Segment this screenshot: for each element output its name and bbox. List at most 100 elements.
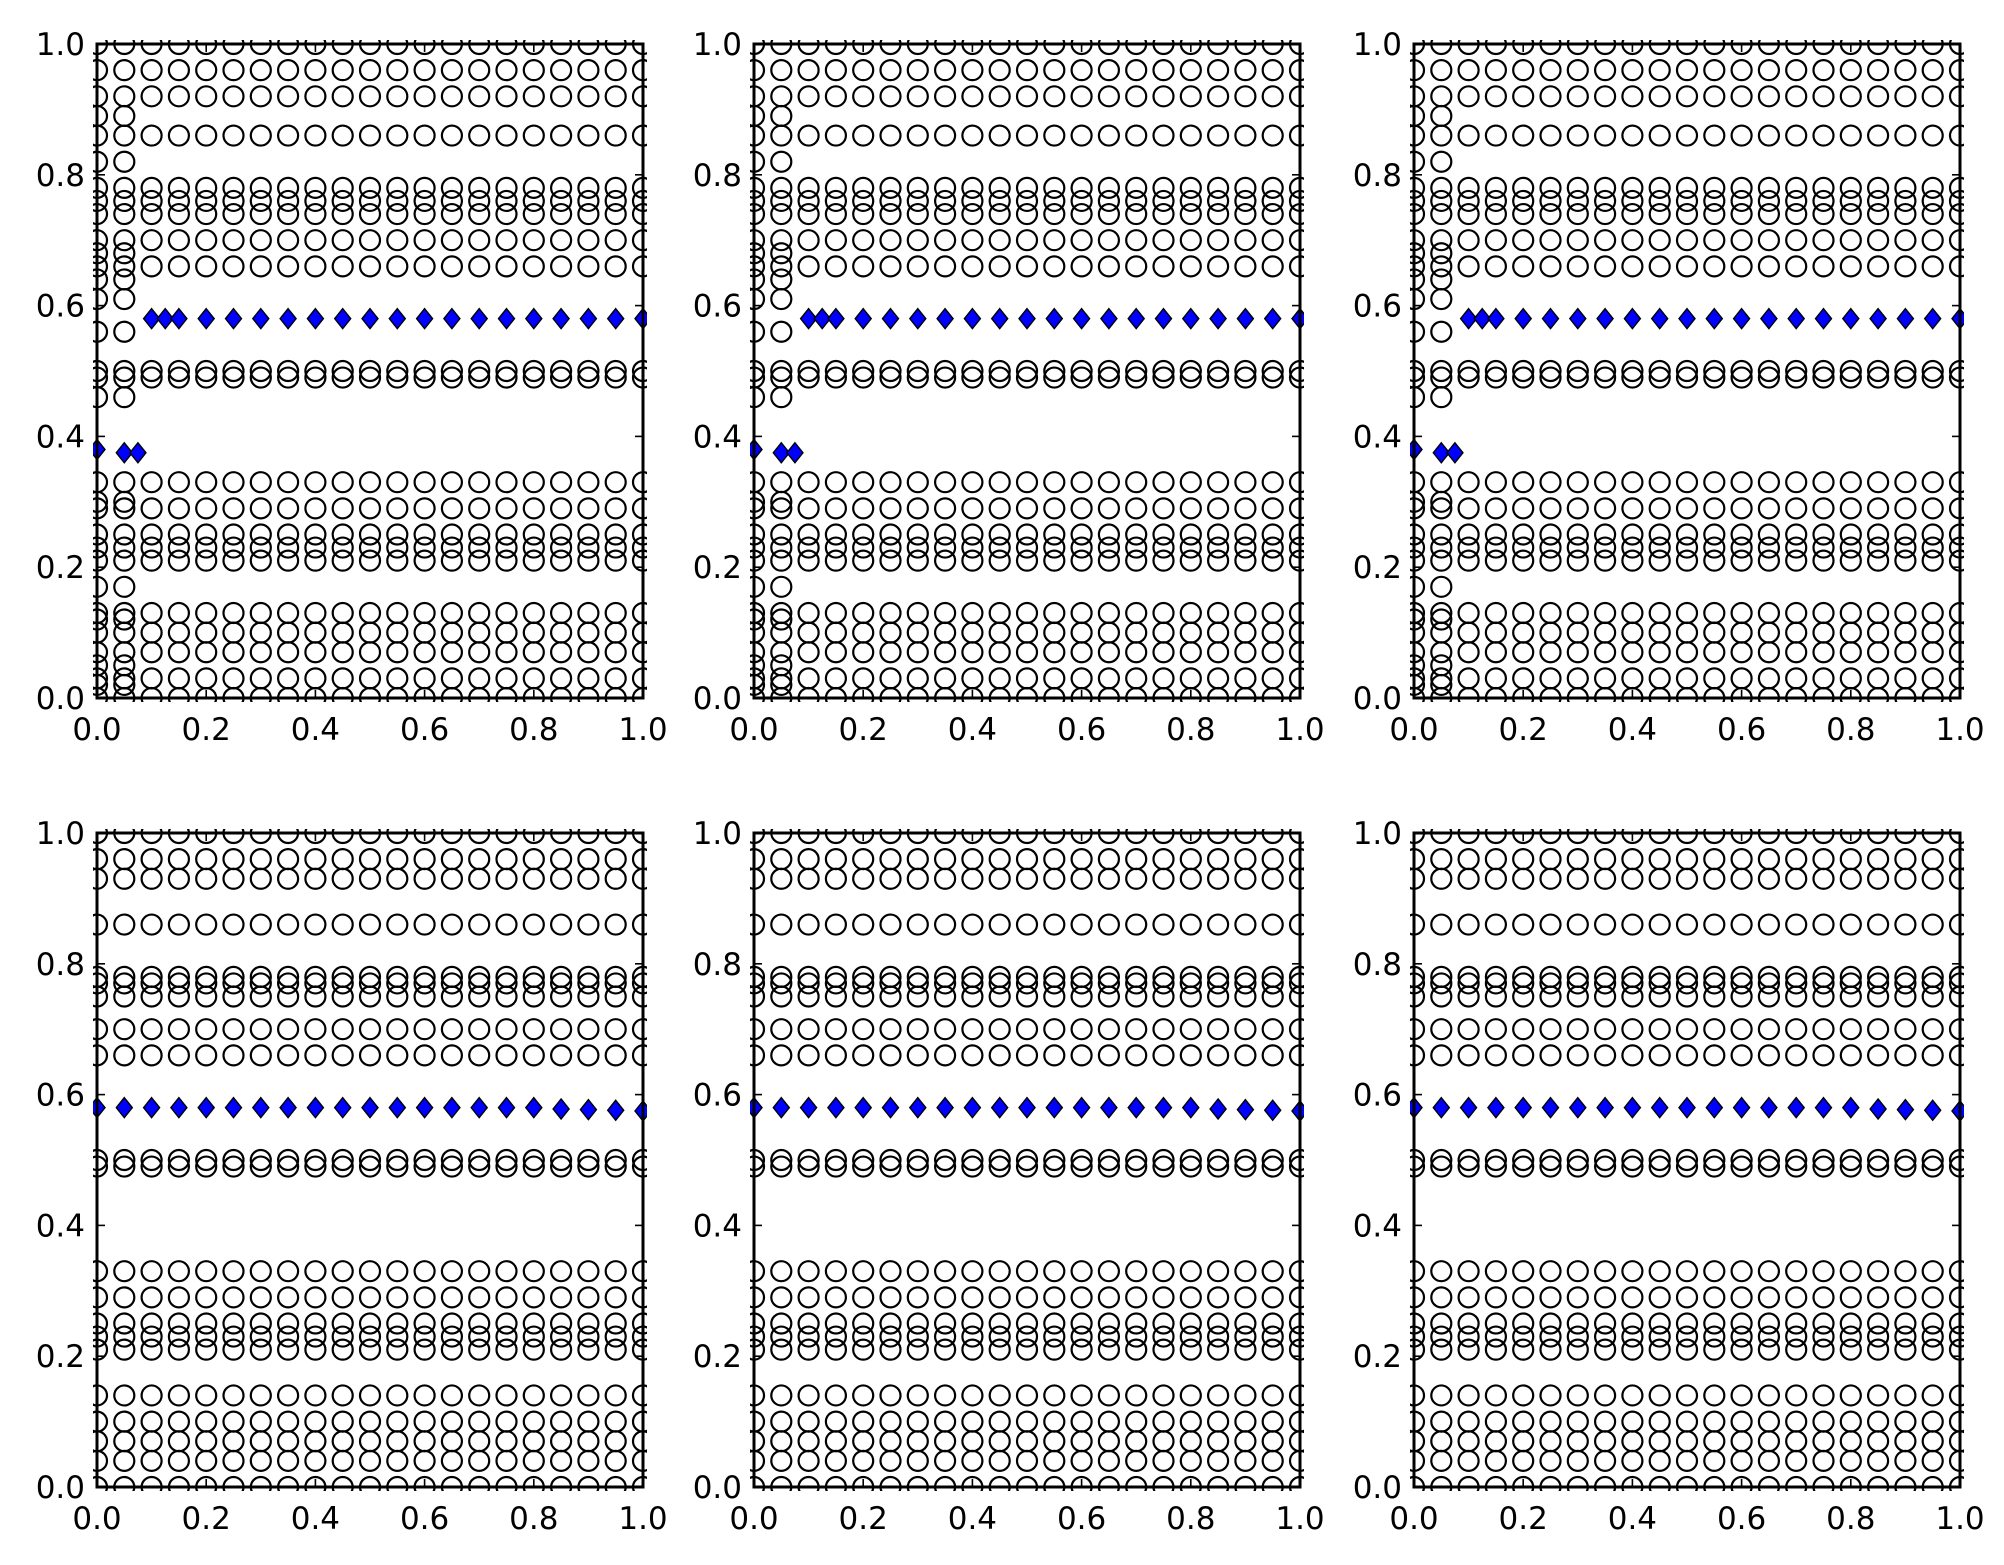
circle-point [852,366,875,389]
circle-point [1675,972,1699,995]
axes-frame [752,42,1302,700]
circle-point [824,359,848,383]
circle-point [1621,85,1644,108]
circle-point [1730,1430,1753,1453]
circle-point [879,549,902,572]
circle-point [495,255,518,278]
circle-point [1484,124,1508,147]
circle-point [1866,1260,1890,1283]
circle-point [1785,621,1808,644]
circle-point [1621,965,1644,988]
circle-point [1785,601,1808,625]
circle-point [1261,965,1284,988]
circle-point [1621,1430,1644,1453]
diamond-point [881,307,900,330]
circle-point [1261,59,1284,82]
circle-point [522,848,545,871]
circle-point [1015,641,1039,664]
circle-point [1785,189,1808,213]
circle-point [1539,641,1562,664]
circle-point [906,366,929,389]
diamond-point [1263,307,1282,330]
circle-point [1179,85,1202,108]
circle-point [1921,667,1944,690]
circle-point [249,1430,272,1453]
circle-point [304,229,327,252]
circle-point [770,150,793,173]
circle-point [1234,913,1257,936]
circle-point [961,972,984,995]
circle-point [1566,202,1589,226]
circle-point [277,1312,300,1335]
circle-point [249,601,272,625]
circle-point [604,601,627,625]
circle-point [906,1044,929,1067]
circle-point [1648,1286,1671,1309]
circle-point [331,229,354,252]
circle-point [1234,497,1257,520]
circle-point [852,59,875,82]
circle-point [495,1018,518,1041]
circle-point [1179,972,1202,995]
circle-point [1866,1410,1890,1433]
circle-point [1206,1286,1230,1309]
circle-point [1703,972,1726,995]
circle-point [1593,1044,1617,1067]
circle-point [1179,255,1202,278]
circle-point [988,1148,1011,1172]
circle-point [331,1155,354,1178]
circle-point [1457,1449,1480,1472]
diamond-point [1787,1096,1806,1119]
circle-point [140,255,163,278]
circle-point [167,85,190,108]
circle-point [879,972,902,995]
circle-point [1125,1449,1148,1472]
circle-point [1812,1260,1835,1283]
circle-point [1648,202,1671,226]
circle-point [495,848,518,871]
circle-point [577,1410,600,1433]
circle-point [1430,471,1453,494]
x-tick-label: 0.0 [729,1501,778,1537]
circle-point [1097,255,1121,278]
circle-point [522,359,545,383]
diamond-point [1209,307,1227,330]
circle-point [1675,1260,1699,1283]
circle-point [1894,1384,1917,1407]
circle-point [1839,972,1862,995]
circle-point [358,1312,382,1335]
circle-point [468,1338,491,1361]
circle-point [167,972,190,995]
circle-point [1043,1018,1066,1041]
y-tick-label: 1.0 [1353,816,1402,852]
circle-point [1648,965,1671,988]
circle-point [1015,85,1039,108]
circle-point [1179,1384,1202,1407]
circle-point [1152,255,1175,278]
circle-point [1070,1449,1093,1472]
circle-point [1703,1286,1726,1309]
circle-point [1206,867,1230,890]
circle-point [167,641,190,664]
circle-point [1457,1044,1480,1067]
diamond-point [1459,1096,1478,1119]
circle-point [879,1044,902,1067]
diamond-point [1181,307,1200,330]
x-tick-label: 0.6 [1717,712,1766,748]
circle-point [1675,176,1699,199]
diamond-point [908,1096,927,1119]
circle-point [222,621,245,644]
circle-point [961,1155,984,1178]
circle-point [1125,1312,1148,1335]
circle-point [906,255,929,278]
circle-point [1675,913,1699,936]
circle-point [1703,471,1726,494]
circle-point [1430,1018,1453,1041]
circle-point [1757,189,1781,213]
circle-point [1648,1044,1671,1067]
circle-point [468,1410,491,1433]
circle-point [113,1384,136,1407]
diamond-point [908,307,927,330]
circle-point [1812,202,1835,226]
y-tick-label: 0.0 [36,681,85,717]
